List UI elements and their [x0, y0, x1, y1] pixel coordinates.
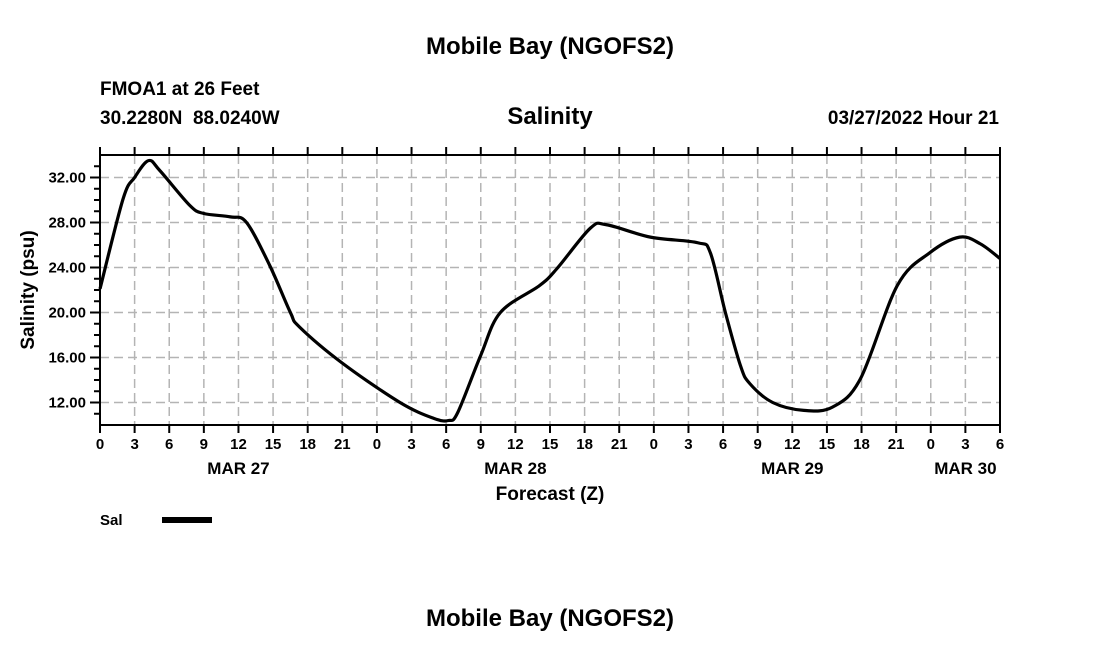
x-tick-label: 0 — [96, 436, 104, 453]
x-tick-label: 12 — [507, 436, 524, 453]
location-label: 30.2280N 88.0240W — [100, 108, 280, 129]
x-axis-label: Forecast (Z) — [496, 484, 605, 505]
day-label: MAR 29 — [761, 459, 823, 478]
x-tick-label: 9 — [200, 436, 208, 453]
x-tick-label: 3 — [961, 436, 969, 453]
plot-frame — [99, 154, 1001, 426]
x-tick-label: 18 — [299, 436, 316, 453]
x-tick-label: 3 — [684, 436, 692, 453]
x-tick-label: 6 — [165, 436, 173, 453]
day-label: MAR 27 — [207, 459, 269, 478]
x-tick-label: 6 — [719, 436, 727, 453]
y-tick-label: 16.00 — [48, 350, 86, 367]
chart-title: Mobile Bay (NGOFS2) — [426, 33, 674, 60]
x-tick-label: 6 — [442, 436, 450, 453]
day-label: MAR 30 — [934, 459, 996, 478]
series-line-sal — [98, 158, 1001, 423]
y-axis-label: Salinity (psu) — [18, 230, 39, 349]
x-tick-label: 12 — [230, 436, 247, 453]
x-tick-label: 21 — [888, 436, 905, 453]
station-label: FMOA1 at 26 Feet — [100, 79, 260, 100]
x-tick-label: 9 — [477, 436, 485, 453]
x-tick-label: 0 — [373, 436, 381, 453]
x-tick-label: 15 — [265, 436, 282, 453]
x-tick-label: 3 — [407, 436, 415, 453]
x-tick-label: 6 — [996, 436, 1004, 453]
legend-label: Sal — [100, 512, 123, 529]
day-label: MAR 28 — [484, 459, 546, 478]
x-tick-label: 0 — [650, 436, 658, 453]
chart-subtitle: Salinity — [507, 103, 593, 130]
y-tick-label: 12.00 — [48, 395, 86, 412]
y-tick-label: 20.00 — [48, 305, 86, 322]
grid — [100, 155, 1000, 425]
y-tick-label: 32.00 — [48, 170, 86, 187]
timestamp-label: 03/27/2022 Hour 21 — [828, 108, 1000, 129]
x-tick-label: 21 — [611, 436, 628, 453]
x-tick-label: 18 — [853, 436, 870, 453]
axes: 0 3 6 9 12 15 18 21 0 3 6 9 12 15 18 21 0 3 6 9 12 15 18 21 0 3 6M… — [48, 147, 1004, 478]
y-tick-label: 28.00 — [48, 215, 86, 232]
x-tick-label: 12 — [784, 436, 801, 453]
y-tick-label: 24.00 — [48, 260, 86, 277]
x-tick-label: 15 — [542, 436, 559, 453]
x-tick-label: 18 — [576, 436, 593, 453]
x-tick-label: 21 — [334, 436, 351, 453]
x-tick-label: 3 — [130, 436, 138, 453]
footer-title: Mobile Bay (NGOFS2) — [426, 605, 674, 632]
x-tick-label: 9 — [754, 436, 762, 453]
x-tick-label: 15 — [819, 436, 836, 453]
x-tick-label: 0 — [927, 436, 935, 453]
